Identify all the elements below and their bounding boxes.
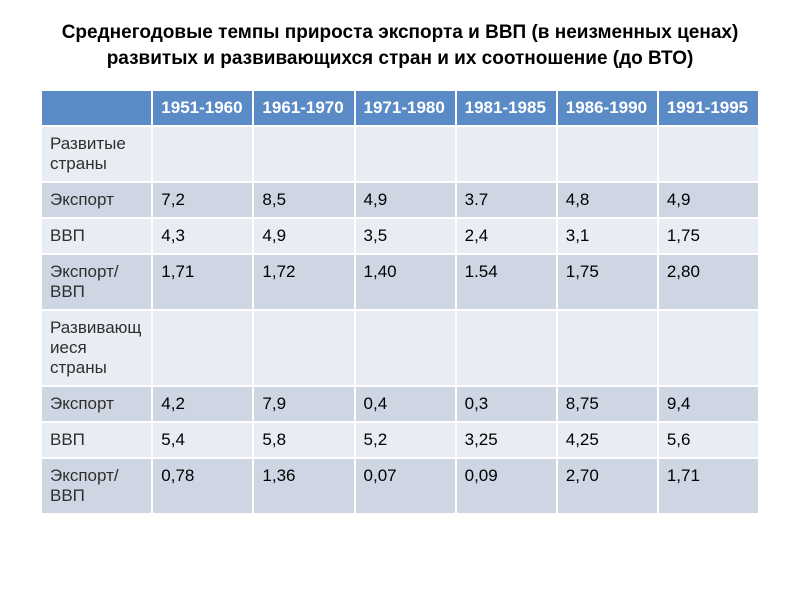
table-cell: 4,9 <box>355 182 456 218</box>
table-row: Развитые страны <box>41 126 759 182</box>
table-cell: 7,9 <box>253 386 354 422</box>
table-cell: 3,25 <box>456 422 557 458</box>
table-header: 1991-1995 <box>658 90 759 126</box>
table-row: Развивающиеся страны <box>41 310 759 386</box>
table-row: Экспорт/ВВП0,781,360,070,092,701,71 <box>41 458 759 514</box>
table-cell: 2,4 <box>456 218 557 254</box>
table-cell: 3.7 <box>456 182 557 218</box>
table-cell <box>456 126 557 182</box>
table-cell: 1,72 <box>253 254 354 310</box>
data-table: 1951-1960 1961-1970 1971-1980 1981-1985 … <box>40 89 760 515</box>
table-header: 1951-1960 <box>152 90 253 126</box>
table-cell: 5,2 <box>355 422 456 458</box>
table-cell: 1,75 <box>557 254 658 310</box>
table-cell: 1,71 <box>152 254 253 310</box>
table-row: ВВП4,34,93,52,43,11,75 <box>41 218 759 254</box>
table-header-row: 1951-1960 1961-1970 1971-1980 1981-1985 … <box>41 90 759 126</box>
row-label: Экспорт/ВВП <box>41 458 152 514</box>
table-cell <box>152 310 253 386</box>
table-header <box>41 90 152 126</box>
row-label: Развитые страны <box>41 126 152 182</box>
table-cell: 4,9 <box>658 182 759 218</box>
table-cell <box>355 310 456 386</box>
row-label: ВВП <box>41 422 152 458</box>
table-cell: 5,4 <box>152 422 253 458</box>
table-cell <box>456 310 557 386</box>
table-cell <box>557 126 658 182</box>
table-cell: 9,4 <box>658 386 759 422</box>
table-cell: 5,8 <box>253 422 354 458</box>
table-cell: 0,4 <box>355 386 456 422</box>
table-cell <box>253 310 354 386</box>
table-header: 1986-1990 <box>557 90 658 126</box>
table-cell: 2,70 <box>557 458 658 514</box>
table-cell: 8,75 <box>557 386 658 422</box>
table-cell: 1,40 <box>355 254 456 310</box>
table-header: 1971-1980 <box>355 90 456 126</box>
table-cell: 0,09 <box>456 458 557 514</box>
table-cell: 0,78 <box>152 458 253 514</box>
table-cell: 4,9 <box>253 218 354 254</box>
row-label: Развивающиеся страны <box>41 310 152 386</box>
slide-title: Среднегодовые темпы прироста экспорта и … <box>40 20 760 71</box>
table-cell: 5,6 <box>658 422 759 458</box>
table-cell: 1.54 <box>456 254 557 310</box>
table-cell: 4,25 <box>557 422 658 458</box>
table-cell <box>355 126 456 182</box>
table-cell: 2,80 <box>658 254 759 310</box>
table-cell: 3,1 <box>557 218 658 254</box>
table-cell <box>658 126 759 182</box>
row-label: Экспорт/ВВП <box>41 254 152 310</box>
table-header: 1961-1970 <box>253 90 354 126</box>
table-body: Развитые страныЭкспорт7,28,54,93.74,84,9… <box>41 126 759 514</box>
row-label: Экспорт <box>41 386 152 422</box>
table-header: 1981-1985 <box>456 90 557 126</box>
table-cell: 1,75 <box>658 218 759 254</box>
table-row: Экспорт7,28,54,93.74,84,9 <box>41 182 759 218</box>
table-cell <box>658 310 759 386</box>
table-cell: 0,3 <box>456 386 557 422</box>
table-row: Экспорт/ВВП1,711,721,401.541,752,80 <box>41 254 759 310</box>
table-cell: 1,71 <box>658 458 759 514</box>
table-cell: 0,07 <box>355 458 456 514</box>
table-cell: 4,8 <box>557 182 658 218</box>
row-label: Экспорт <box>41 182 152 218</box>
table-cell: 7,2 <box>152 182 253 218</box>
table-cell <box>253 126 354 182</box>
table-cell: 4,2 <box>152 386 253 422</box>
slide: Среднегодовые темпы прироста экспорта и … <box>0 0 800 515</box>
table-cell: 3,5 <box>355 218 456 254</box>
table-cell <box>152 126 253 182</box>
table-cell: 1,36 <box>253 458 354 514</box>
row-label: ВВП <box>41 218 152 254</box>
table-row: ВВП5,45,85,23,254,255,6 <box>41 422 759 458</box>
table-cell: 4,3 <box>152 218 253 254</box>
table-cell: 8,5 <box>253 182 354 218</box>
table-cell <box>557 310 658 386</box>
table-row: Экспорт4,27,90,40,38,759,4 <box>41 386 759 422</box>
